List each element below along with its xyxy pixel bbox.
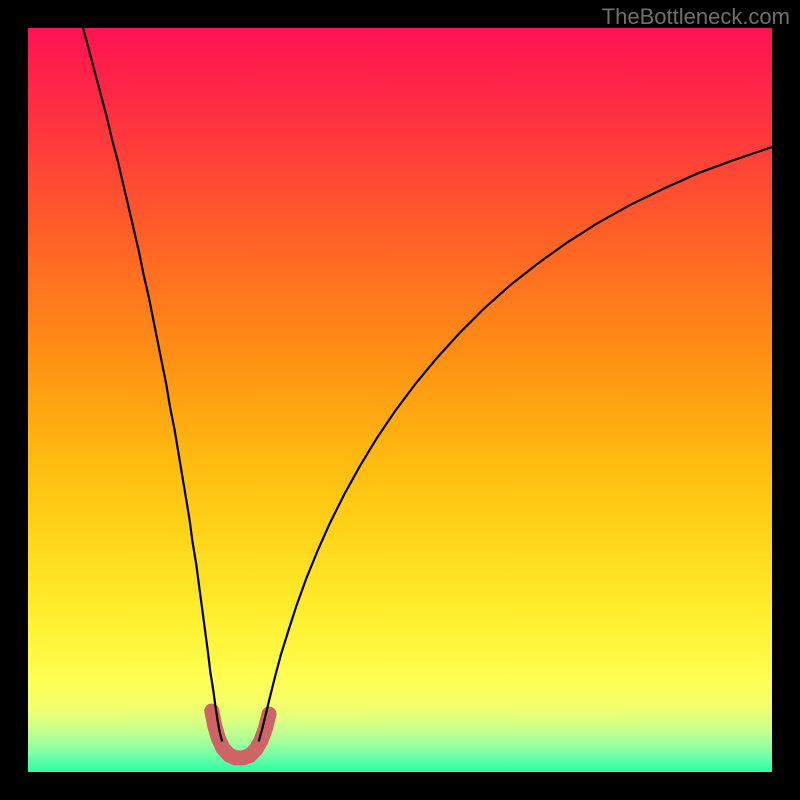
gradient-background bbox=[28, 28, 772, 772]
stage: TheBottleneck.com bbox=[0, 0, 800, 800]
chart-area bbox=[28, 28, 772, 772]
bottleneck-chart bbox=[28, 28, 772, 772]
watermark-text: TheBottleneck.com bbox=[602, 4, 790, 30]
